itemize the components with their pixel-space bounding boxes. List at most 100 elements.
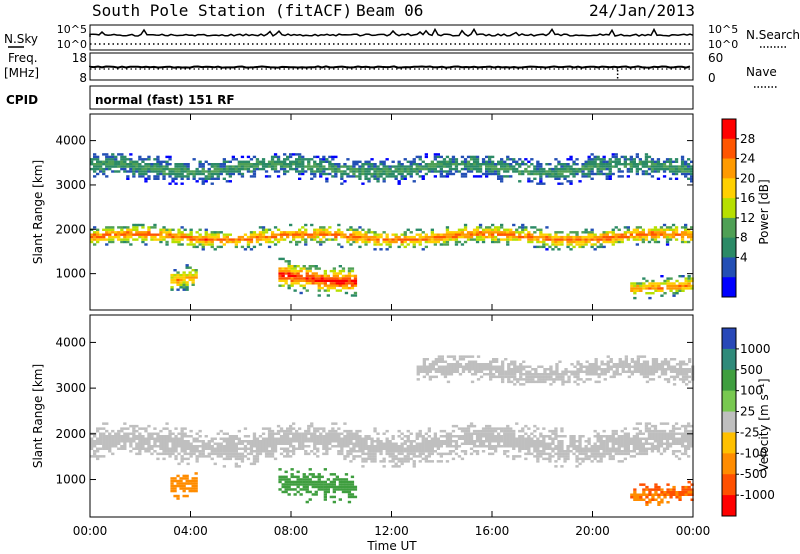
- heatmap-cell: [503, 450, 507, 453]
- heatmap-cell: [605, 445, 609, 448]
- heatmap-cell: [225, 180, 229, 183]
- heatmap-cell: [491, 235, 495, 239]
- heatmap-cell: [445, 452, 450, 456]
- heatmap-cell: [123, 231, 127, 234]
- heatmap-cell: [472, 429, 477, 433]
- heatmap-cell: [460, 243, 465, 246]
- heatmap-cell: [494, 429, 498, 433]
- heatmap-cell: [114, 231, 118, 234]
- heatmap-cell: [126, 240, 130, 244]
- heatmap-cell: [349, 167, 353, 171]
- heatmap-cell: [653, 238, 658, 241]
- heatmap-cell: [615, 373, 619, 376]
- heatmap-cell: [549, 373, 553, 376]
- heatmap-cell: [409, 175, 413, 178]
- heatmap-cell: [261, 450, 266, 453]
- heatmap-cell: [584, 445, 588, 448]
- heatmap-cell: [445, 172, 450, 176]
- heatmap-cell: [400, 163, 404, 166]
- heatmap-cell: [165, 422, 169, 425]
- heatmap-cell: [504, 375, 508, 379]
- heatmap-cell: [270, 429, 275, 433]
- heatmap-cell: [225, 437, 229, 440]
- heatmap-cell: [497, 177, 501, 180]
- heatmap-cell: [105, 163, 109, 166]
- heatmap-cell: [653, 226, 658, 229]
- heatmap-cell: [560, 175, 564, 178]
- heatmap-cell: [669, 365, 674, 368]
- heatmap-cell: [255, 445, 260, 448]
- heatmap-cell: [189, 228, 193, 231]
- heatmap-cell: [630, 287, 634, 290]
- heatmap-cell: [572, 231, 576, 234]
- heatmap-cell: [537, 373, 541, 376]
- heatmap-cell: [641, 163, 645, 166]
- heatmap-cell: [301, 167, 305, 171]
- heatmap-cell: [620, 450, 624, 453]
- heatmap-cell: [485, 427, 489, 430]
- heatmap-cell: [516, 368, 520, 371]
- heatmap-cell: [560, 445, 564, 448]
- heatmap-cell: [222, 457, 226, 461]
- heatmap-cell: [587, 167, 591, 171]
- heatmap-cell: [533, 231, 537, 234]
- heatmap-cell: [656, 228, 661, 231]
- heatmap-cell: [421, 447, 425, 450]
- heatmap-cell: [497, 442, 501, 445]
- heatmap-cell: [638, 226, 642, 229]
- heatmap-cell: [192, 452, 196, 456]
- heatmap-cell: [587, 447, 591, 450]
- heatmap-cell: [397, 457, 401, 461]
- heatmap-cell: [222, 432, 226, 435]
- heatmap-cell: [320, 277, 324, 280]
- heatmap-cell: [323, 272, 327, 275]
- heatmap-cell: [662, 163, 667, 166]
- heatmap-cell: [659, 228, 664, 231]
- heatmap-cell: [424, 445, 428, 448]
- heatmap-cell: [660, 360, 665, 363]
- heatmap-cell: [678, 289, 682, 292]
- heatmap-cell: [310, 450, 314, 453]
- heatmap-cell: [361, 172, 365, 176]
- heatmap-cell: [685, 383, 689, 386]
- heatmap-cell: [663, 292, 667, 295]
- heatmap-cell: [322, 452, 326, 456]
- heatmap-cell: [361, 442, 365, 445]
- heatmap-cell: [289, 240, 293, 244]
- heatmap-cell: [287, 485, 291, 489]
- heatmap-cell: [463, 175, 468, 178]
- heatmap-cell: [641, 238, 645, 241]
- heatmap-cell: [439, 435, 443, 438]
- heatmap-cell: [442, 165, 447, 168]
- heatmap-cell: [173, 477, 177, 480]
- heatmap-cell: [530, 432, 534, 435]
- heatmap-cell: [602, 445, 606, 448]
- heatmap-cell: [307, 452, 311, 456]
- heatmap-cell: [620, 445, 624, 448]
- heatmap-cell: [156, 432, 160, 435]
- heatmap-cell: [491, 238, 495, 241]
- heatmap-cell: [563, 167, 567, 171]
- heatmap-cell: [323, 488, 327, 491]
- heatmap-cell: [675, 363, 680, 366]
- heatmap-cell: [298, 427, 302, 430]
- heatmap-cell: [644, 427, 649, 430]
- heatmap-cell: [633, 363, 637, 366]
- heatmap-cell: [590, 177, 594, 180]
- heatmap-cell: [283, 447, 287, 450]
- heatmap-cell: [319, 435, 323, 438]
- heatmap-cell: [147, 158, 151, 161]
- heatmap-cell: [316, 233, 320, 236]
- heatmap-cell: [350, 279, 355, 282]
- heatmap-cell: [213, 450, 217, 453]
- heatmap-cell: [672, 294, 676, 297]
- heatmap-cell: [341, 286, 346, 290]
- heatmap-cell: [419, 368, 423, 371]
- heatmap-cell: [183, 440, 187, 443]
- heatmap-cell: [675, 279, 679, 283]
- heatmap-cell: [684, 447, 688, 450]
- heatmap-cell: [524, 445, 528, 448]
- heatmap-cell: [560, 447, 564, 450]
- heatmap-cell: [479, 363, 484, 366]
- heatmap-cell: [189, 243, 193, 246]
